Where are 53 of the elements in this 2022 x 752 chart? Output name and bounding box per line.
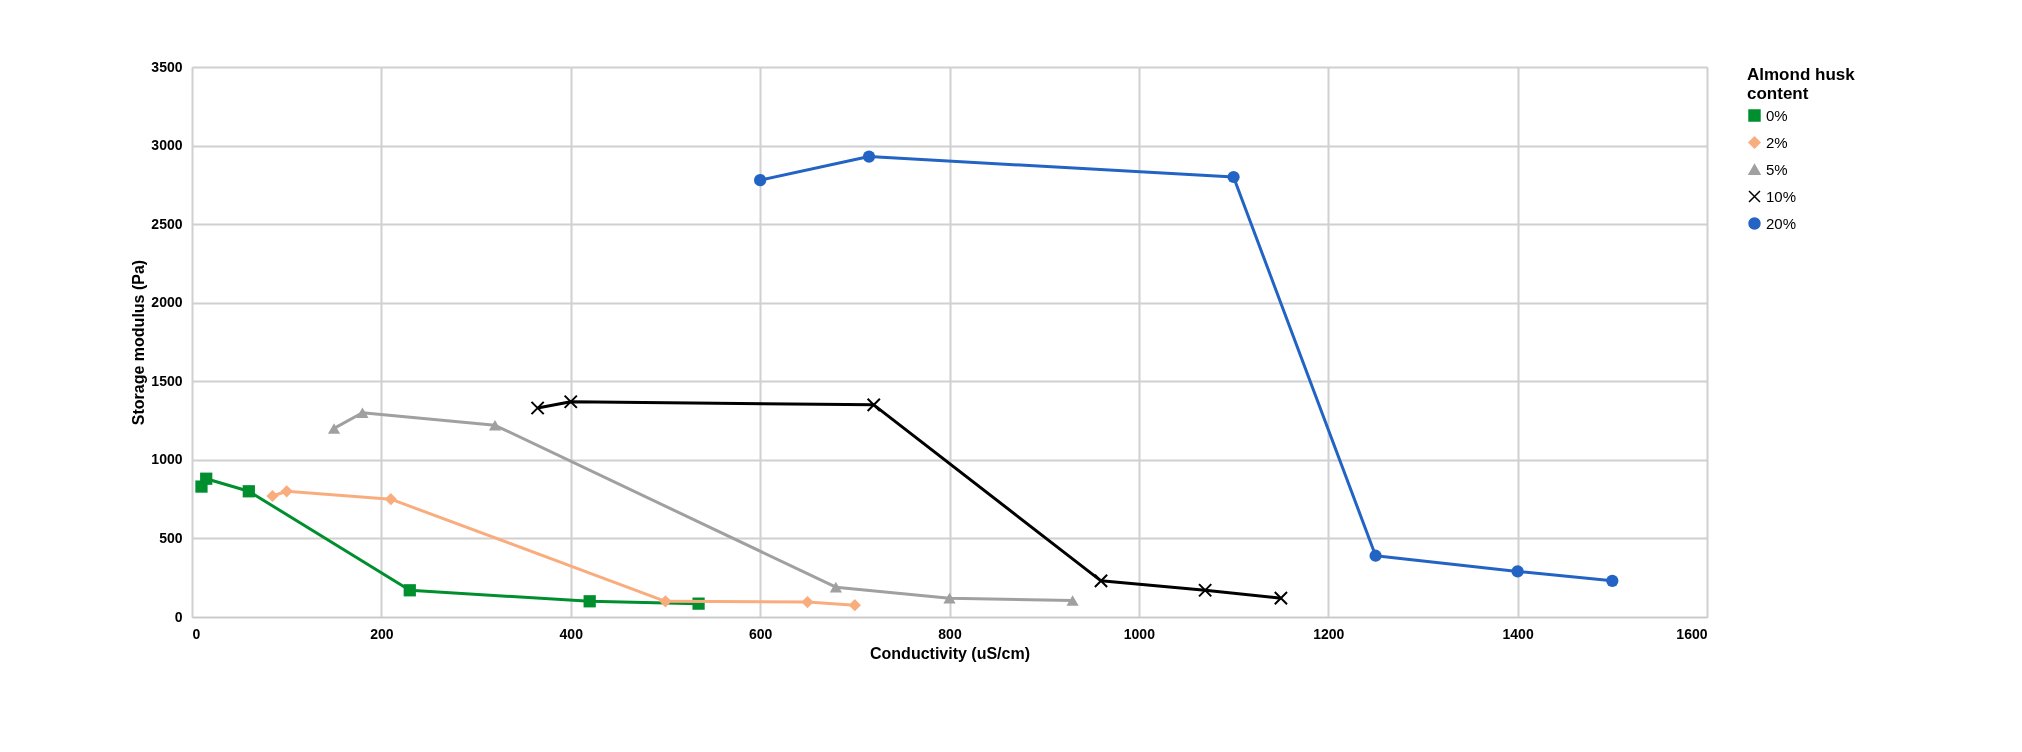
- point: [563, 394, 578, 409]
- point: [530, 400, 545, 416]
- point: [1198, 583, 1213, 598]
- point: [1369, 549, 1382, 562]
- point: [659, 595, 672, 608]
- point: [327, 423, 341, 434]
- point: [862, 150, 876, 163]
- point: [866, 397, 881, 412]
- x-tick-label: 1000: [1123, 625, 1156, 642]
- point: [754, 174, 767, 187]
- point: [384, 493, 397, 506]
- legend-label: 2%: [1766, 133, 1788, 151]
- point: [488, 419, 502, 431]
- x-tick-label: 1400: [1502, 625, 1534, 642]
- point: [829, 581, 842, 593]
- point: [801, 595, 814, 609]
- point: [1227, 170, 1240, 184]
- point: [1066, 595, 1079, 606]
- y-tick-label: 1000: [151, 451, 183, 468]
- point: [1606, 574, 1619, 587]
- point: [943, 592, 956, 604]
- point: [848, 599, 861, 612]
- point: [266, 489, 279, 503]
- y-tick-label: 500: [159, 529, 183, 546]
- x-tick-label: 0: [192, 625, 201, 642]
- legend-label: 20%: [1766, 214, 1797, 232]
- x-tick-label: 400: [559, 625, 584, 642]
- x-tick-label: 800: [938, 625, 962, 642]
- point: [280, 485, 293, 498]
- y-tick-label: 2500: [151, 215, 183, 232]
- point: [583, 595, 596, 608]
- point: [403, 584, 416, 597]
- y-tick-label: 2000: [151, 294, 183, 311]
- point: [1511, 565, 1524, 578]
- legend-label: 10%: [1766, 187, 1797, 205]
- y-tick-label: 1500: [151, 372, 183, 389]
- legend-title: Almond husk content: [1747, 65, 1856, 103]
- legend-label: 0%: [1766, 106, 1788, 124]
- x-tick-label: 600: [748, 625, 773, 642]
- x-tick-label: 1600: [1676, 625, 1708, 642]
- y-tick-label: 0: [174, 608, 183, 625]
- point: [356, 407, 369, 419]
- point: [1093, 573, 1109, 588]
- x-axis-title: Conductivity (uS/cm): [869, 644, 1031, 662]
- point: [200, 472, 213, 485]
- x-tick-label: 200: [370, 625, 394, 642]
- point: [1273, 591, 1289, 606]
- y-axis-title: Storage modulus (Pa): [130, 259, 148, 426]
- y-tick-label: 3500: [151, 58, 183, 75]
- point: [242, 485, 255, 498]
- legend-label: 5%: [1766, 160, 1788, 178]
- y-tick-label: 3000: [151, 137, 183, 154]
- x-tick-label: 1200: [1313, 625, 1345, 642]
